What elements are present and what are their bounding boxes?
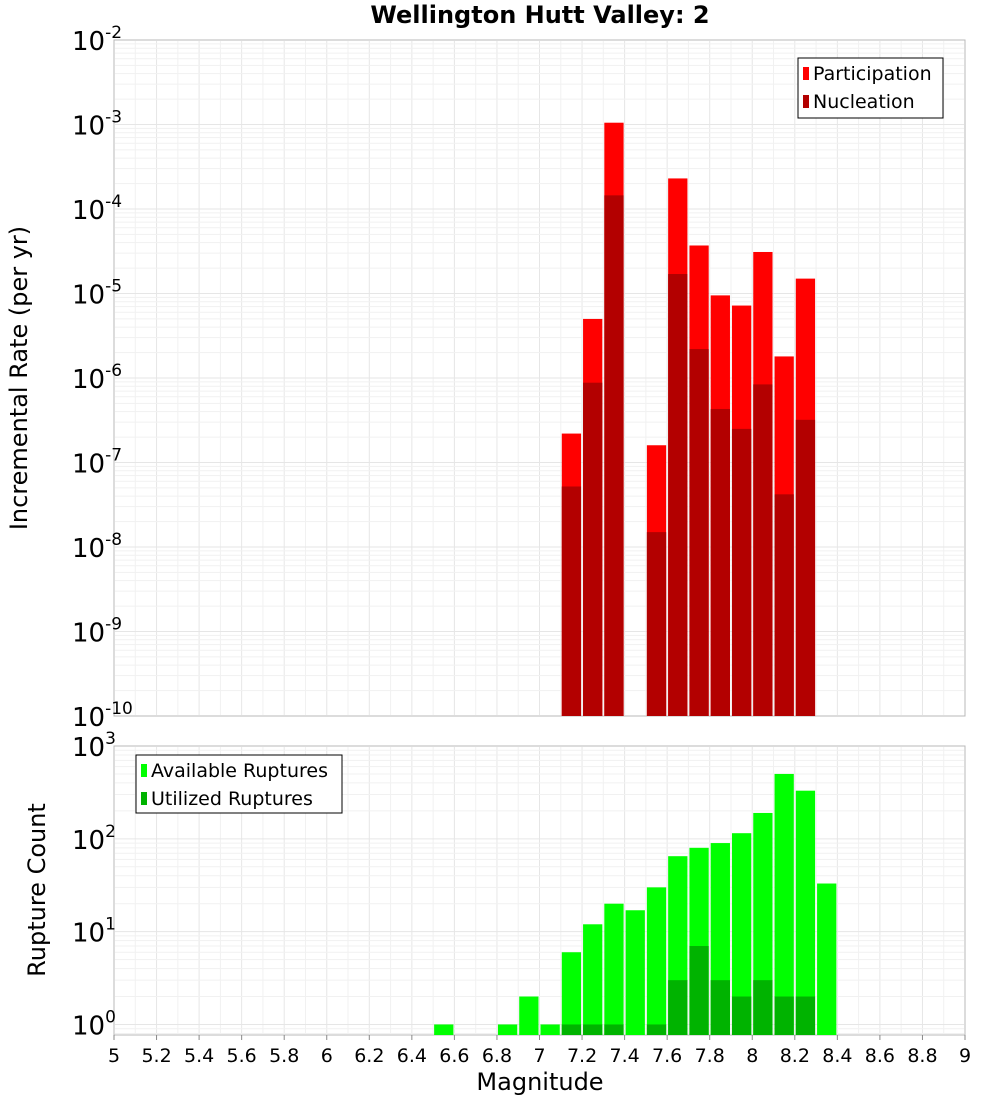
utilized-ruptures-bar bbox=[753, 980, 773, 1035]
available-ruptures-bar bbox=[646, 887, 667, 1035]
rate-grid bbox=[115, 41, 964, 715]
nucleation-legend-label: Nucleation bbox=[813, 91, 915, 113]
nucleation-bar bbox=[668, 274, 688, 716]
available-ruptures-bar bbox=[604, 903, 624, 1035]
x-tick-label: 6.6 bbox=[439, 1045, 469, 1067]
rate-y-tick-label: 10-6 bbox=[72, 361, 122, 395]
x-tick-label: 7.2 bbox=[567, 1045, 597, 1067]
available-ruptures-legend-label: Available Ruptures bbox=[151, 760, 328, 782]
x-tick-label: 5.4 bbox=[184, 1045, 214, 1067]
x-tick-label: 5.2 bbox=[141, 1045, 171, 1067]
nucleation-bar bbox=[795, 419, 816, 716]
nucleation-bar bbox=[753, 384, 773, 716]
available-ruptures-bar bbox=[583, 924, 603, 1035]
utilized-ruptures-bar bbox=[731, 996, 752, 1035]
rate-legend: Participation Nucleation bbox=[797, 57, 944, 119]
x-tick-label: 6.8 bbox=[482, 1045, 512, 1067]
x-tick-label: 5.8 bbox=[269, 1045, 299, 1067]
count-y-tick-label: 101 bbox=[72, 915, 116, 949]
count-legend: Available Ruptures Utilized Ruptures bbox=[135, 754, 343, 814]
x-tick-label: 9 bbox=[959, 1045, 971, 1067]
x-tick-label: 8 bbox=[746, 1045, 758, 1067]
available-ruptures-swatch bbox=[141, 764, 147, 777]
available-ruptures-bar bbox=[434, 1024, 454, 1035]
utilized-ruptures-bar bbox=[646, 1024, 667, 1035]
count-bars bbox=[434, 773, 837, 1035]
x-tick-label: 6.4 bbox=[397, 1045, 427, 1067]
x-axis-ticks: 5 5.2 5.4 5.6 5.8 6 6.2 6.4 6.6 6.8 7 7.2 7.4 7.6 7.8 8… bbox=[108, 1035, 971, 1067]
available-ruptures-bar bbox=[817, 883, 837, 1035]
utilized-ruptures-legend-label: Utilized Ruptures bbox=[151, 788, 313, 810]
x-tick-label: 8.8 bbox=[907, 1045, 937, 1067]
available-ruptures-bar bbox=[519, 996, 539, 1035]
nucleation-bar bbox=[561, 486, 582, 716]
available-ruptures-bar bbox=[795, 790, 816, 1035]
x-tick-label: 6.2 bbox=[354, 1045, 384, 1067]
count-y-tick-label: 102 bbox=[72, 822, 116, 856]
utilized-ruptures-bar bbox=[668, 980, 688, 1035]
participation-swatch bbox=[803, 67, 809, 80]
utilized-ruptures-bar bbox=[604, 1024, 624, 1035]
count-legend-box bbox=[135, 754, 343, 814]
count-panel: 100 101 102 103 5 5.2 5.4 5.6 5.8 6 6.2 6.4 6.6 6.8 7… bbox=[23, 729, 971, 1096]
x-tick-label: 8.4 bbox=[822, 1045, 852, 1067]
utilized-ruptures-bar bbox=[795, 996, 816, 1035]
nucleation-bar bbox=[689, 349, 709, 716]
nucleation-bar bbox=[710, 408, 730, 716]
count-y-tick-label: 100 bbox=[72, 1007, 116, 1041]
utilized-ruptures-bar bbox=[583, 1024, 603, 1035]
utilized-ruptures-bar bbox=[774, 996, 794, 1035]
nucleation-bar bbox=[583, 382, 603, 716]
chart-title: Wellington Hutt Valley: 2 bbox=[370, 1, 709, 29]
count-y-tick-label: 103 bbox=[72, 729, 116, 763]
nucleation-bar bbox=[646, 532, 667, 716]
nucleation-bar bbox=[774, 494, 794, 716]
available-ruptures-bar bbox=[774, 773, 794, 1035]
participation-legend-label: Participation bbox=[813, 63, 932, 85]
x-axis-title: Magnitude bbox=[476, 1068, 603, 1096]
count-y-ticks: 100 101 102 103 bbox=[72, 729, 116, 1041]
nucleation-bar bbox=[731, 428, 752, 716]
nucleation-swatch bbox=[803, 95, 809, 108]
x-tick-label: 5.6 bbox=[227, 1045, 257, 1067]
utilized-ruptures-swatch bbox=[141, 792, 147, 805]
available-ruptures-bar bbox=[625, 910, 645, 1035]
x-tick-label: 7.4 bbox=[609, 1045, 639, 1067]
utilized-ruptures-bar bbox=[689, 946, 709, 1035]
x-tick-label: 8.6 bbox=[865, 1045, 895, 1067]
rate-y-tick-label: 10-10 bbox=[72, 699, 133, 733]
available-ruptures-bar bbox=[497, 1024, 518, 1035]
rate-bars bbox=[561, 122, 816, 717]
utilized-ruptures-bar bbox=[710, 980, 730, 1035]
x-tick-label: 8.2 bbox=[780, 1045, 810, 1067]
rate-y-axis-title: Incremental Rate (per yr) bbox=[5, 226, 33, 530]
x-tick-label: 6 bbox=[321, 1045, 333, 1067]
count-grid bbox=[115, 747, 964, 1034]
utilized-ruptures-bar bbox=[561, 1024, 582, 1035]
rate-legend-box bbox=[797, 57, 944, 119]
x-tick-label: 5 bbox=[108, 1045, 120, 1067]
available-ruptures-bar bbox=[540, 1024, 560, 1035]
x-tick-label: 7.6 bbox=[652, 1045, 682, 1067]
count-y-axis-title: Rupture Count bbox=[23, 803, 51, 977]
x-tick-label: 7 bbox=[533, 1045, 545, 1067]
available-ruptures-bar bbox=[731, 833, 752, 1035]
x-tick-label: 7.8 bbox=[695, 1045, 725, 1067]
nucleation-bar bbox=[604, 195, 624, 717]
available-ruptures-bar bbox=[561, 952, 582, 1035]
available-ruptures-bar bbox=[753, 812, 773, 1035]
